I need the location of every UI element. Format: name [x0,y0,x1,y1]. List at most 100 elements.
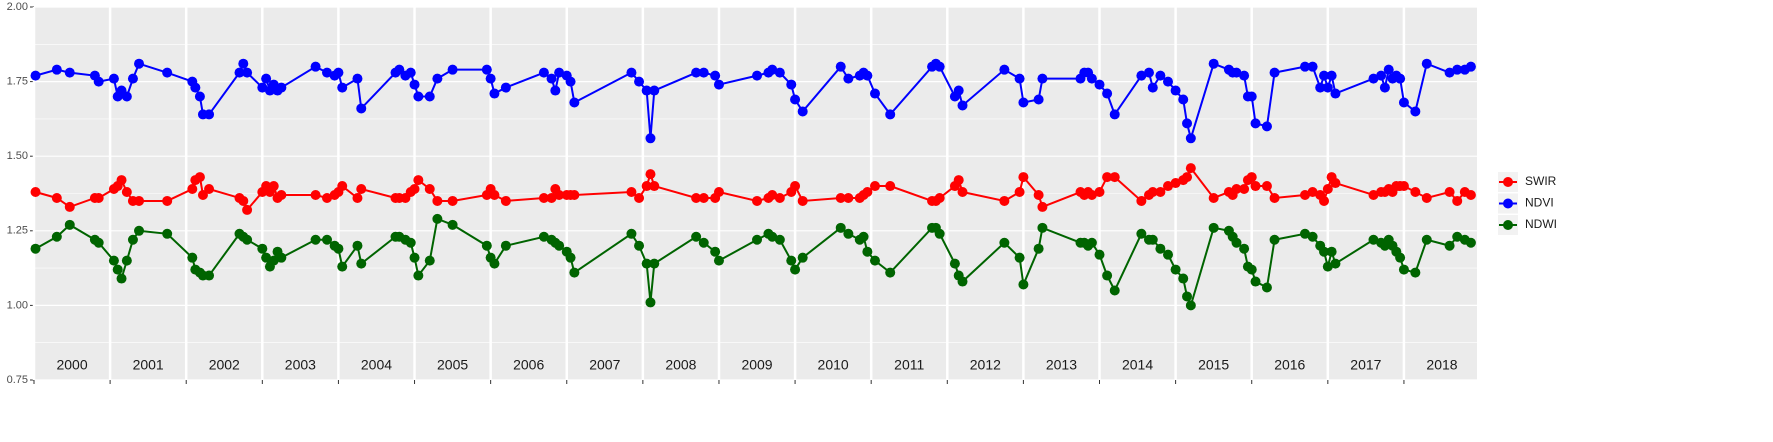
data-point [1319,246,1330,257]
data-point [1307,187,1318,198]
data-point [1178,94,1189,105]
data-point [649,85,660,96]
x-tick-label: 2003 [285,357,316,373]
data-point [1269,67,1280,78]
data-point [1185,300,1196,311]
x-tick-label: 2009 [741,357,772,373]
data-point [447,195,458,206]
data-point [1319,70,1330,81]
data-point [1421,58,1432,69]
data-point [752,70,763,81]
data-point [485,73,496,84]
data-point [121,255,132,266]
data-point [1155,243,1166,254]
data-point [752,234,763,245]
data-point [190,82,201,93]
data-point [333,243,344,254]
data-point [1326,70,1337,81]
data-point [645,297,656,308]
data-point [242,204,253,215]
data-point [1018,97,1029,108]
data-point [413,91,424,102]
data-point [869,255,880,266]
data-point [1421,192,1432,203]
y-tick-label: 1.50 [7,150,28,162]
data-point [843,228,854,239]
data-point [234,67,245,78]
data-point [1147,187,1158,198]
data-point [1246,172,1257,183]
data-point [432,213,443,224]
data-point [116,273,127,284]
data-point [1018,172,1029,183]
x-tick-label: 2002 [209,357,240,373]
data-point [641,181,652,192]
data-point [767,64,778,75]
x-tick-label: 2012 [970,357,1001,373]
data-point [710,246,721,257]
data-point [713,187,724,198]
data-point [257,243,268,254]
legend-label: SWIR [1525,174,1557,188]
data-point [1231,67,1242,78]
data-point [310,189,321,200]
data-point [1014,252,1025,263]
data-point [127,234,138,245]
data-point [204,109,215,120]
data-point [538,67,549,78]
y-tick-label: 1.75 [7,76,28,88]
data-point [1018,279,1029,290]
data-point [268,255,279,266]
data-point [1330,178,1341,189]
data-point [641,258,652,269]
data-point [626,187,637,198]
data-point [949,258,960,269]
data-point [626,228,637,239]
data-point [356,103,367,114]
data-point [835,192,846,203]
data-point [432,195,443,206]
data-point [1182,118,1193,129]
data-point [424,91,435,102]
data-point [710,70,721,81]
data-point [767,231,778,242]
data-point [1239,70,1250,81]
data-point [1208,192,1219,203]
data-point [774,192,785,203]
data-point [352,73,363,84]
data-point [869,181,880,192]
data-point [790,181,801,192]
data-point [691,192,702,203]
data-point [268,181,279,192]
data-point [1246,264,1257,275]
data-point [1398,97,1409,108]
data-point [51,192,62,203]
data-point [194,91,205,102]
data-point [546,192,557,203]
data-point [1465,237,1476,248]
data-point [698,67,709,78]
data-point [569,189,580,200]
data-point [424,255,435,266]
data-point [538,192,549,203]
data-point [691,67,702,78]
data-point [1239,184,1250,195]
data-point [634,240,645,251]
data-point [30,187,41,198]
data-point [862,246,873,257]
data-point [1208,222,1219,233]
data-point [691,231,702,242]
data-point [1368,234,1379,245]
data-point [790,94,801,105]
data-point [1102,172,1113,183]
data-point [862,187,873,198]
x-tick-label: 2001 [133,357,164,373]
x-tick-label: 2011 [894,357,924,373]
data-point [333,67,344,78]
data-point [93,237,104,248]
data-point [352,192,363,203]
data-point [261,73,272,84]
data-point [774,67,785,78]
data-point [64,219,75,230]
data-point [1398,181,1409,192]
